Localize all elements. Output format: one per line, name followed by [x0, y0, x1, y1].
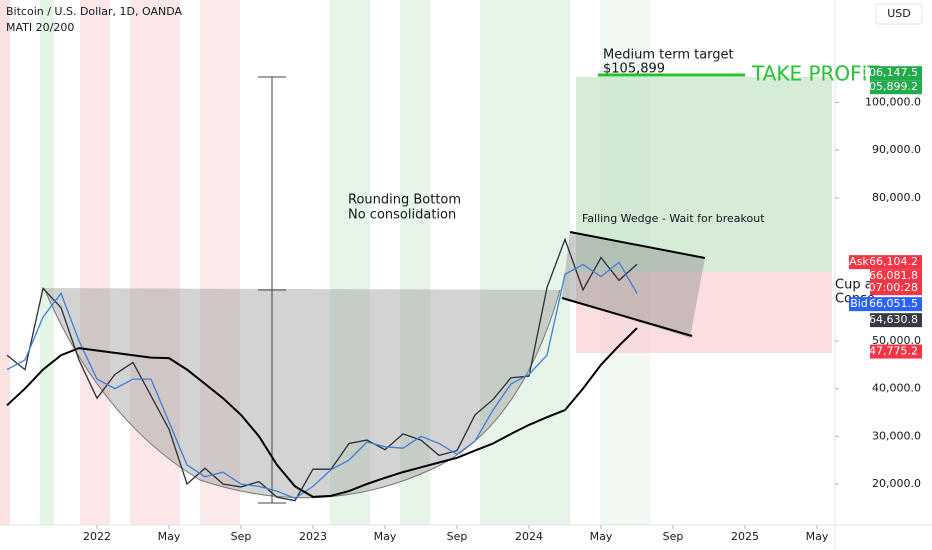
x-tick-label: 2024 — [515, 530, 543, 543]
currency-button[interactable] — [875, 3, 923, 25]
wedge-lower — [561, 297, 693, 337]
x-tick-label: Sep — [231, 530, 252, 543]
x-tick-label: Sep — [447, 530, 468, 543]
price-label: 105,899.2 — [862, 80, 918, 93]
annotation: No consolidation — [348, 208, 456, 223]
signal-band — [80, 0, 110, 525]
signal-band — [330, 0, 370, 525]
ask-bg — [849, 255, 870, 270]
price-label-bg — [870, 80, 922, 95]
annotation: TAKE PROFIT — [751, 62, 881, 86]
price-label-bg — [870, 313, 922, 328]
x-tick-label: Sep — [663, 530, 684, 543]
cup-shape — [44, 288, 560, 498]
bid-label: Bid — [850, 297, 868, 310]
y-tick-label: 90,000.0 — [872, 143, 921, 156]
x-tick-label: 2023 — [299, 530, 327, 543]
annotation: Medium term target — [603, 48, 734, 63]
signal-band — [0, 0, 10, 525]
series-line — [6, 237, 638, 502]
bid-bg — [849, 297, 870, 312]
annotation: Falling Wedge - Wait for breakout — [582, 212, 765, 225]
signal-band — [40, 0, 54, 525]
indicator-label: MATI 20/200 — [6, 21, 74, 34]
x-tick-label: 2025 — [731, 530, 759, 543]
price-label-bg — [870, 297, 922, 312]
price-label-bg — [870, 269, 922, 284]
countdown-bg — [870, 281, 922, 296]
price-label: 106,147.5 — [862, 66, 918, 79]
x-tick-label: May — [590, 530, 613, 543]
y-tick-label: 100,000.0 — [865, 96, 921, 109]
x-tick-label: 2022 — [83, 530, 111, 543]
annotation: Rounding Bottom — [348, 193, 461, 208]
y-tick-label: 30,000.0 — [872, 429, 921, 442]
background-bands — [0, 0, 650, 525]
signal-band — [200, 0, 240, 525]
annotation: Cup a — [835, 278, 873, 293]
chart-title: Bitcoin / U.S. Dollar, 1D, OANDA — [6, 5, 182, 18]
price-label: 64,630.8 — [869, 313, 918, 326]
y-tick-label: 20,000.0 — [872, 477, 921, 490]
target-zone — [576, 77, 832, 272]
x-tick-label: May — [374, 530, 397, 543]
annotation: $105,899 — [603, 62, 665, 77]
y-tick-label: 80,000.0 — [872, 191, 921, 204]
price-label: 66,104.2 — [869, 255, 918, 268]
y-tick-label: 50,000.0 — [872, 334, 921, 347]
price-label: 47,775.2 — [869, 345, 918, 358]
wedge-shape — [562, 232, 705, 338]
price-label: 66,051.5 — [869, 297, 918, 310]
x-tick-label: May — [806, 530, 829, 543]
signal-band — [480, 0, 570, 525]
wedge-upper — [569, 231, 706, 259]
axis-labels: 20,000.0 30,000.0 40,000.0 50,000.0 80,000.0… — [83, 66, 922, 543]
price-label: 66,081.8 — [869, 269, 918, 282]
countdown: 07:00:28 — [869, 281, 918, 294]
plot — [6, 237, 638, 502]
price-label-bg — [870, 66, 922, 81]
series-line — [6, 327, 638, 498]
currency-label[interactable]: USD — [887, 7, 911, 20]
ask-label: Ask — [849, 255, 869, 268]
x-tick-label: May — [158, 530, 181, 543]
price-label-bg — [870, 255, 922, 270]
y-tick-label: 40,000.0 — [872, 382, 921, 395]
stop-zone — [576, 272, 832, 353]
series-line — [6, 261, 638, 500]
price-label-bg — [870, 344, 922, 359]
